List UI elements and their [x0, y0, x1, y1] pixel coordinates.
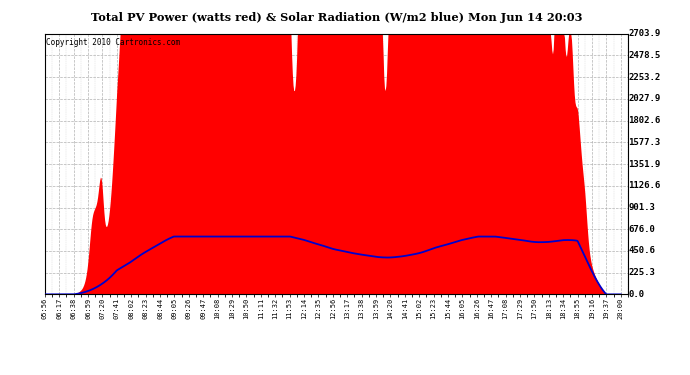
Text: Copyright 2010 Cartronics.com: Copyright 2010 Cartronics.com — [46, 38, 180, 46]
Text: 2703.9: 2703.9 — [629, 29, 660, 38]
Text: 1577.3: 1577.3 — [629, 138, 660, 147]
Text: 2478.5: 2478.5 — [629, 51, 660, 60]
Text: 0.0: 0.0 — [629, 290, 644, 299]
Text: 1351.9: 1351.9 — [629, 160, 660, 169]
Text: 1802.6: 1802.6 — [629, 116, 660, 125]
Text: 676.0: 676.0 — [629, 225, 656, 234]
Text: 2027.9: 2027.9 — [629, 94, 660, 104]
Text: 2253.2: 2253.2 — [629, 73, 660, 82]
Text: Total PV Power (watts red) & Solar Radiation (W/m2 blue) Mon Jun 14 20:03: Total PV Power (watts red) & Solar Radia… — [90, 12, 582, 23]
Text: 225.3: 225.3 — [629, 268, 656, 277]
Text: 901.3: 901.3 — [629, 203, 656, 212]
Text: 1126.6: 1126.6 — [629, 181, 660, 190]
Text: 450.6: 450.6 — [629, 246, 656, 255]
